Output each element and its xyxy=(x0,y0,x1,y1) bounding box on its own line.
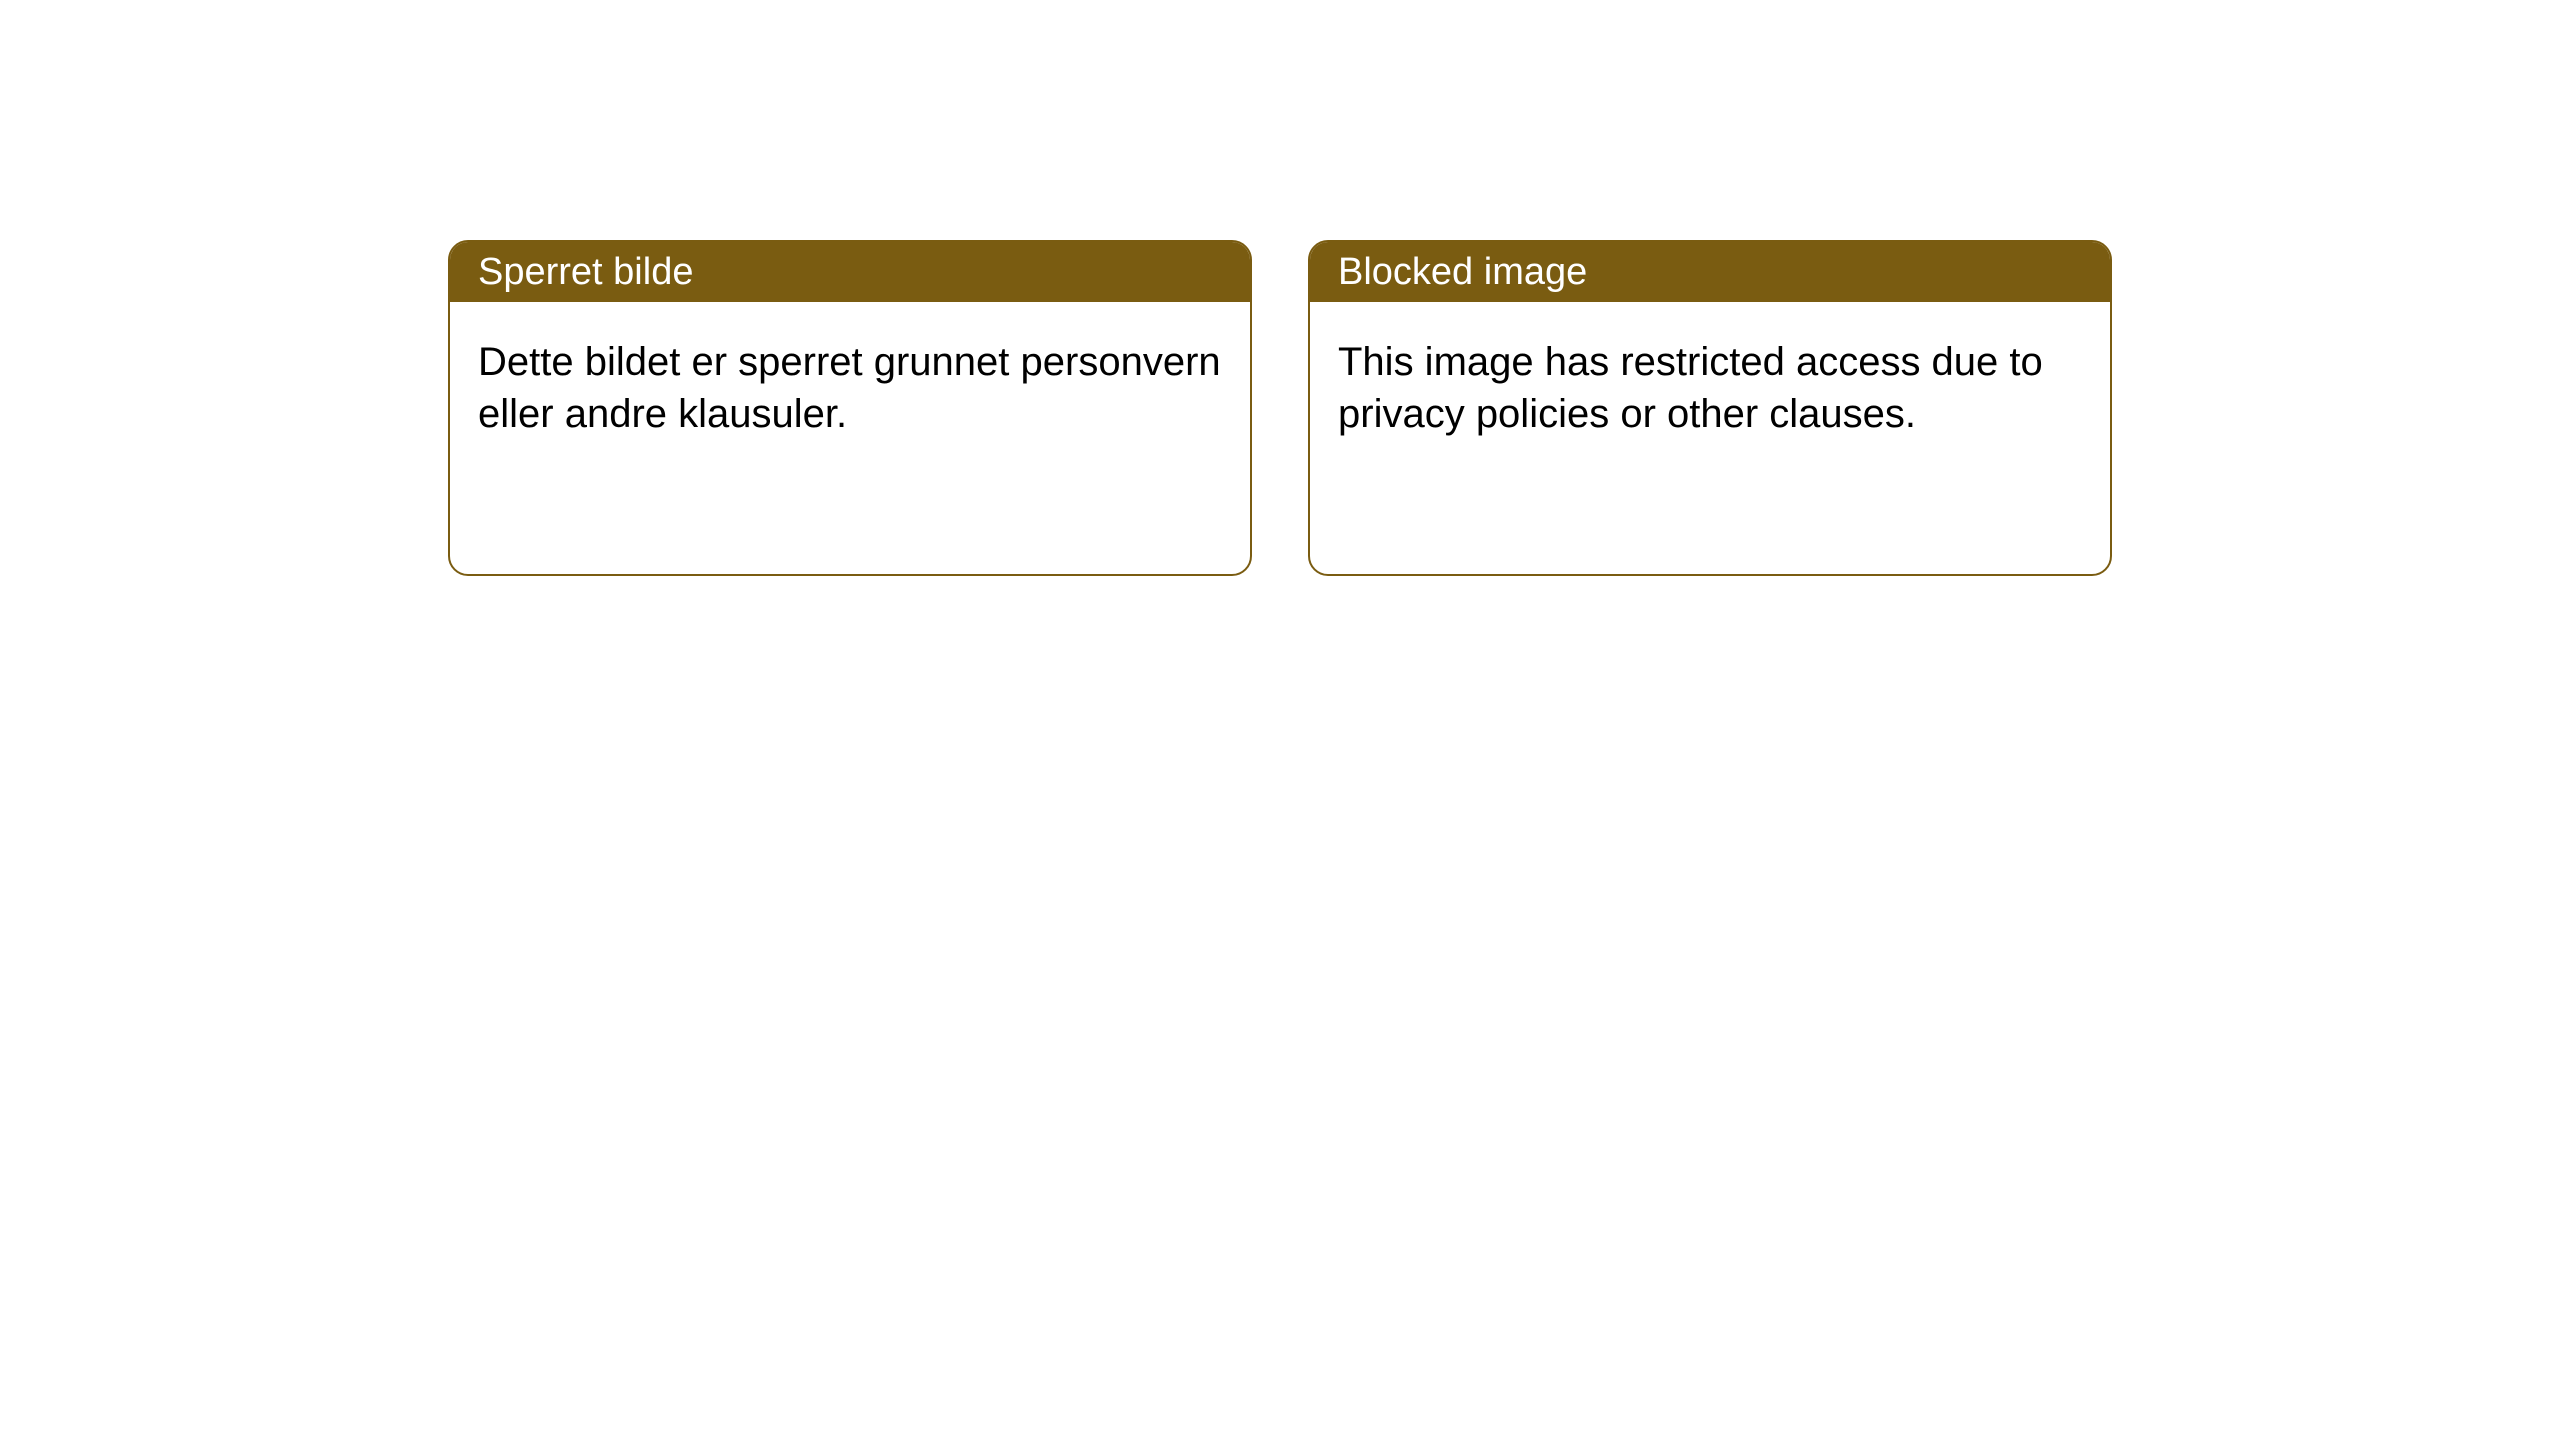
notice-card-english: Blocked image This image has restricted … xyxy=(1308,240,2112,576)
notice-card-body: Dette bildet er sperret grunnet personve… xyxy=(450,302,1250,474)
notice-card-header: Sperret bilde xyxy=(450,242,1250,302)
notice-card-title: Sperret bilde xyxy=(478,251,693,294)
notice-card-message: This image has restricted access due to … xyxy=(1338,340,2043,436)
notice-card-title: Blocked image xyxy=(1338,251,1587,294)
notice-card-norwegian: Sperret bilde Dette bildet er sperret gr… xyxy=(448,240,1252,576)
notice-card-body: This image has restricted access due to … xyxy=(1310,302,2110,474)
notice-card-header: Blocked image xyxy=(1310,242,2110,302)
notice-card-message: Dette bildet er sperret grunnet personve… xyxy=(478,340,1221,436)
notice-container: Sperret bilde Dette bildet er sperret gr… xyxy=(0,0,2560,576)
